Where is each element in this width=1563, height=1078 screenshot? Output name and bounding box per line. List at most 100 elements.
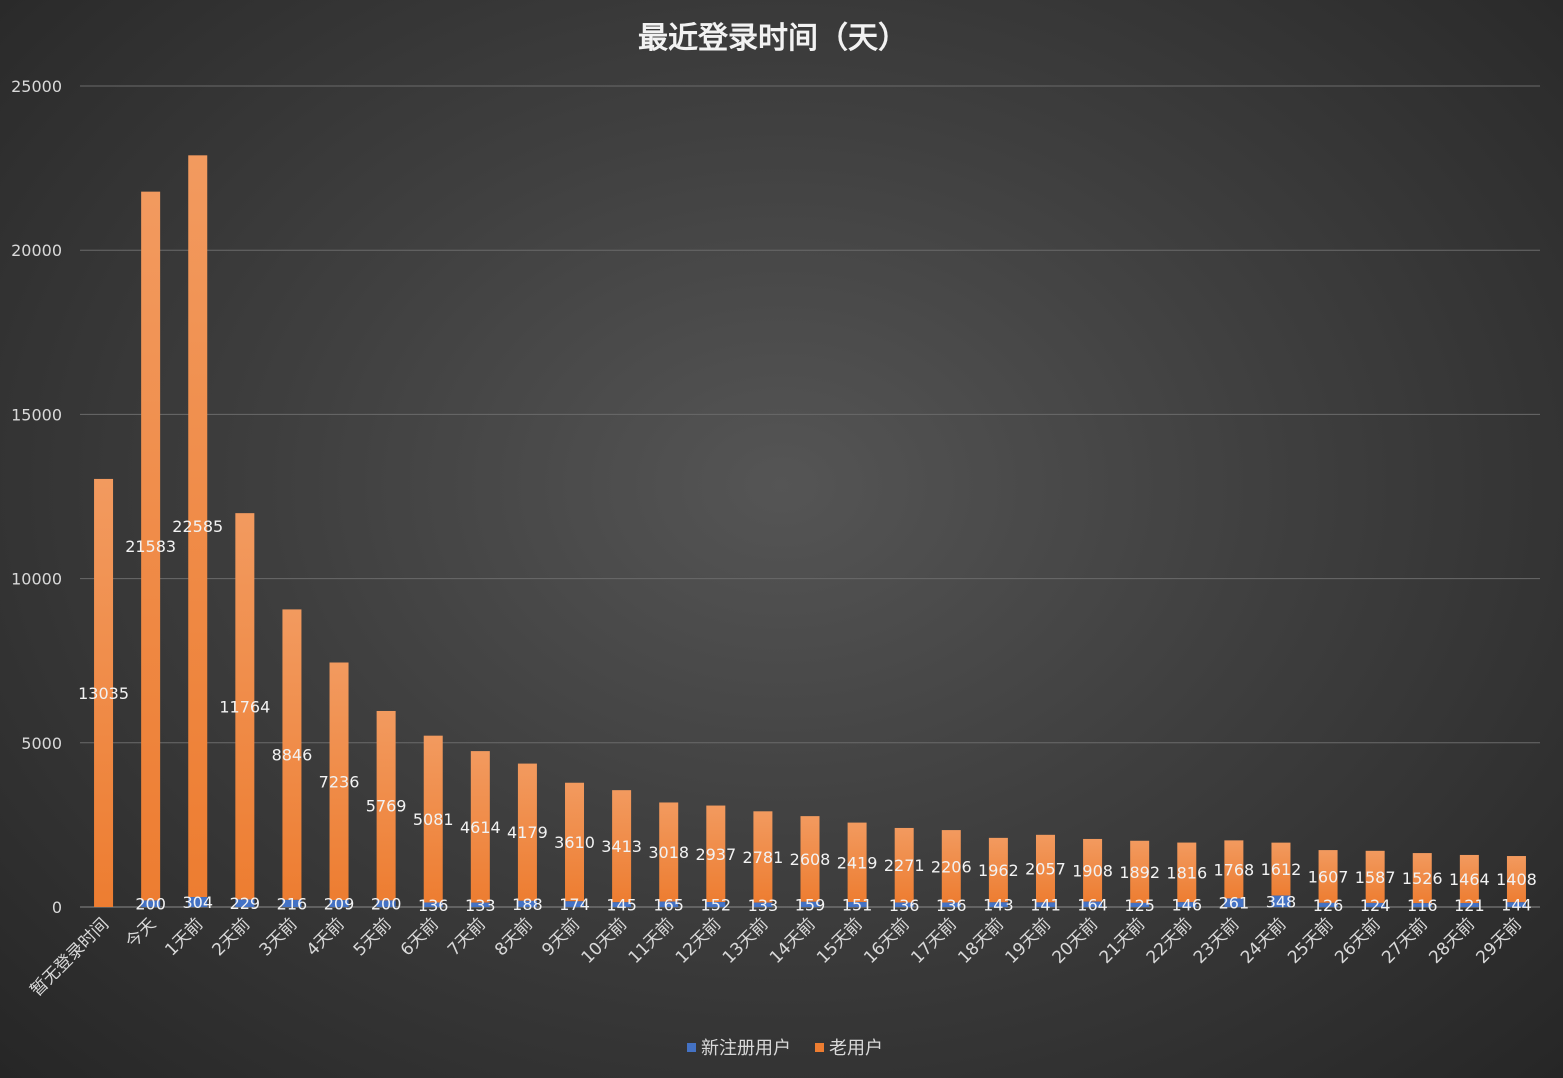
data-labels: 13035 200 21583 304 22585 229 11764 216 8846 209 7… xyxy=(78,517,1537,915)
bar-old-users xyxy=(753,811,773,903)
x-category-label: 10天前 xyxy=(578,914,631,967)
data-label-old-users: 1526 xyxy=(1402,869,1443,888)
data-label-old-users: 2937 xyxy=(695,845,736,864)
data-label-new-users: 159 xyxy=(795,895,826,914)
bar-new-users xyxy=(565,901,585,907)
data-label-new-users: 133 xyxy=(748,896,779,915)
bar-new-users xyxy=(894,902,914,907)
data-label-old-users: 5081 xyxy=(413,810,454,829)
data-label-new-users: 216 xyxy=(277,894,308,913)
bar-new-users xyxy=(988,902,1008,907)
bar-old-users xyxy=(706,805,726,903)
data-label-new-users: 143 xyxy=(983,896,1014,915)
x-category-label: 12天前 xyxy=(672,914,725,967)
legend-label-new-users: 新注册用户 xyxy=(701,1038,791,1059)
data-label-old-users: 3413 xyxy=(601,837,642,856)
data-label-new-users: 164 xyxy=(1077,895,1108,914)
bar-new-users xyxy=(1083,901,1103,907)
data-label-new-users: 124 xyxy=(1360,896,1391,915)
data-label-new-users: 141 xyxy=(1030,896,1061,915)
bar-old-users xyxy=(1506,856,1526,903)
x-category-label: 16天前 xyxy=(860,914,913,967)
y-tick-label: 15000 xyxy=(11,405,62,424)
legend: 新注册用户 老用户 xyxy=(687,1038,883,1059)
x-category-label: 暂无登录时间 xyxy=(27,914,113,1000)
data-label-new-users: 125 xyxy=(1124,896,1155,915)
data-label-new-users: 136 xyxy=(889,896,920,915)
y-tick-label: 0 xyxy=(52,898,62,917)
bar-old-users xyxy=(188,155,208,898)
x-category-label: 11天前 xyxy=(625,914,678,967)
data-label-new-users: 121 xyxy=(1454,896,1485,915)
x-category-label: 24天前 xyxy=(1237,914,1290,967)
x-category-label: 3天前 xyxy=(256,914,302,960)
bar-old-users xyxy=(988,837,1008,903)
legend-swatch-new-users xyxy=(687,1043,696,1052)
x-axis-categories: 暂无登录时间 今天 1天前 2天前 3天前 4天前 5天前 6天前 7天前 8天前 9天前10天前1… xyxy=(27,914,1526,1000)
data-label-new-users: 136 xyxy=(936,896,967,915)
data-label-old-users: 4614 xyxy=(460,818,501,837)
x-category-label: 8天前 xyxy=(491,914,537,960)
x-category-label: 14天前 xyxy=(766,914,819,967)
bar-new-users xyxy=(1224,898,1244,907)
data-label-new-users: 200 xyxy=(371,895,402,914)
data-label-old-users: 2781 xyxy=(743,848,784,867)
chart-title: 最近登录时间（天） xyxy=(638,21,908,56)
x-category-label: 19天前 xyxy=(1002,914,1055,967)
x-category-label: 26天前 xyxy=(1331,914,1384,967)
data-label-old-users: 3610 xyxy=(554,833,595,852)
legend-swatch-old-users xyxy=(815,1043,824,1052)
bar-old-users xyxy=(141,191,161,901)
data-label-new-users: 200 xyxy=(135,895,166,914)
bar-old-users xyxy=(282,609,302,900)
x-category-label: 今天 xyxy=(122,914,160,952)
y-tick-label: 20000 xyxy=(11,241,62,260)
data-label-old-users: 1607 xyxy=(1308,867,1349,886)
x-category-label: 20天前 xyxy=(1049,914,1102,967)
bar-new-users xyxy=(1459,903,1479,907)
data-label-old-users: 22585 xyxy=(172,517,223,536)
y-axis-ticks: 0 5000 10000 15000 20000 25000 xyxy=(11,77,62,917)
x-category-label: 25天前 xyxy=(1284,914,1337,967)
data-label-new-users: 261 xyxy=(1219,894,1250,913)
data-label-new-users: 174 xyxy=(559,895,590,914)
x-category-label: 15天前 xyxy=(813,914,866,967)
bar-new-users xyxy=(423,902,443,907)
data-label-old-users: 5769 xyxy=(366,797,407,816)
bar-new-users xyxy=(1035,902,1055,907)
bar-new-users xyxy=(941,902,961,907)
x-category-label: 27天前 xyxy=(1378,914,1431,967)
bar-new-users xyxy=(800,901,820,907)
bar-new-users xyxy=(282,899,302,907)
data-label-old-users: 21583 xyxy=(125,537,176,556)
x-category-label: 28天前 xyxy=(1425,914,1478,967)
data-label-new-users: 145 xyxy=(606,896,637,915)
data-label-new-users: 209 xyxy=(324,895,355,914)
bar-new-users xyxy=(1506,902,1526,907)
bar-new-users xyxy=(659,901,679,907)
bar-new-users xyxy=(141,900,161,907)
bar-old-users xyxy=(517,763,537,901)
data-label-old-users: 2206 xyxy=(931,857,972,876)
data-label-old-users: 1587 xyxy=(1355,868,1396,887)
y-tick-label: 10000 xyxy=(11,570,62,589)
x-category-label: 22天前 xyxy=(1143,914,1196,967)
data-label-new-users: 304 xyxy=(182,893,213,912)
data-label-old-users: 2057 xyxy=(1025,860,1066,879)
data-label-new-users: 229 xyxy=(230,894,261,913)
data-label-new-users: 116 xyxy=(1407,896,1438,915)
x-category-label: 18天前 xyxy=(954,914,1007,967)
data-label-old-users: 2271 xyxy=(884,856,925,875)
bar-old-users xyxy=(423,735,443,903)
bar-new-users xyxy=(753,902,773,907)
bar-old-users xyxy=(612,790,632,903)
x-category-label: 4天前 xyxy=(303,914,349,960)
data-label-old-users: 7236 xyxy=(319,772,360,791)
bar-old-users xyxy=(470,751,490,903)
data-label-new-users: 348 xyxy=(1266,892,1297,911)
x-category-label: 29天前 xyxy=(1473,914,1526,967)
data-label-old-users: 1908 xyxy=(1072,861,1113,880)
data-label-old-users: 1408 xyxy=(1496,870,1537,889)
bar-new-users xyxy=(706,902,726,907)
